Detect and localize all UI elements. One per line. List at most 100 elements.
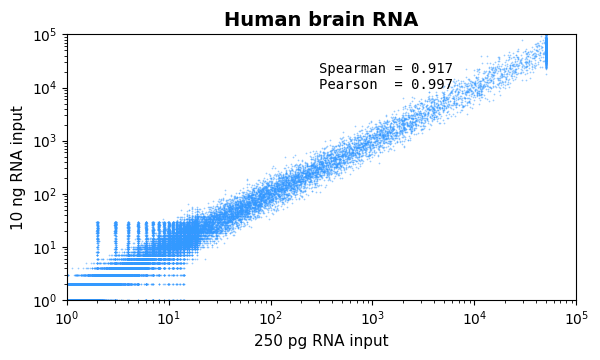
Point xyxy=(232,199,241,204)
Point xyxy=(112,297,121,303)
Point xyxy=(175,219,185,224)
Point xyxy=(159,244,169,250)
Point xyxy=(92,220,101,226)
Point xyxy=(62,297,71,303)
Point xyxy=(134,256,144,262)
Point xyxy=(196,233,205,239)
Point xyxy=(119,260,128,266)
Point xyxy=(192,216,202,222)
Point xyxy=(541,38,550,44)
Point xyxy=(460,84,469,89)
Point xyxy=(172,249,182,255)
Point xyxy=(124,265,133,271)
Point xyxy=(266,173,275,179)
Point xyxy=(106,281,116,287)
Point xyxy=(100,281,110,287)
Point xyxy=(179,244,188,250)
Point xyxy=(175,232,185,238)
Point xyxy=(448,106,458,112)
Point xyxy=(110,228,120,234)
Point xyxy=(64,297,73,303)
Point xyxy=(127,256,136,262)
Point xyxy=(407,119,417,125)
Point xyxy=(149,244,159,250)
Point xyxy=(199,230,208,236)
Point xyxy=(175,232,185,238)
Point xyxy=(167,297,177,303)
Point xyxy=(174,224,184,230)
Point xyxy=(176,224,186,230)
Point xyxy=(164,240,173,246)
Point xyxy=(119,272,128,278)
Point xyxy=(141,260,151,266)
Point xyxy=(263,183,273,188)
Point xyxy=(92,272,102,278)
Point xyxy=(228,205,238,211)
Point xyxy=(338,155,347,161)
Point xyxy=(73,297,82,303)
Point xyxy=(190,226,199,231)
Point xyxy=(541,49,550,54)
Point xyxy=(63,297,73,303)
Point xyxy=(172,236,182,242)
Point xyxy=(287,172,296,178)
Point xyxy=(67,297,77,303)
Point xyxy=(141,256,151,262)
Point xyxy=(113,281,123,287)
Point xyxy=(541,50,550,56)
Point xyxy=(192,216,202,222)
Point xyxy=(153,244,163,250)
Point xyxy=(203,216,213,222)
Point xyxy=(176,247,185,252)
Point xyxy=(168,226,178,231)
Point xyxy=(155,249,165,255)
Point xyxy=(187,222,197,228)
Point xyxy=(135,256,145,262)
Point xyxy=(163,260,172,266)
Point xyxy=(496,70,506,76)
Point xyxy=(203,232,213,238)
Point xyxy=(432,104,442,110)
Point xyxy=(242,206,252,212)
Point xyxy=(149,297,158,303)
Point xyxy=(541,46,550,52)
Point xyxy=(205,235,214,240)
Point xyxy=(326,158,335,163)
Point xyxy=(280,181,289,187)
Point xyxy=(150,249,160,255)
Point xyxy=(181,240,190,246)
Point xyxy=(123,252,133,258)
Point xyxy=(194,228,203,234)
Point xyxy=(111,281,121,287)
Point xyxy=(206,232,215,238)
Point xyxy=(97,297,107,303)
Point xyxy=(110,223,120,229)
Point xyxy=(199,238,209,244)
Point xyxy=(148,272,158,278)
Point xyxy=(148,220,158,226)
Point xyxy=(179,235,188,240)
Point xyxy=(175,240,185,246)
Point xyxy=(110,244,119,250)
Point xyxy=(226,211,235,217)
Point xyxy=(100,265,110,271)
Point xyxy=(236,216,246,221)
Point xyxy=(85,281,95,287)
Point xyxy=(348,162,358,167)
Point xyxy=(405,137,415,143)
Point xyxy=(179,249,188,255)
Point xyxy=(179,235,188,240)
Point xyxy=(217,218,226,224)
Point xyxy=(124,265,133,271)
Point xyxy=(124,265,133,271)
Point xyxy=(239,215,249,221)
Point xyxy=(182,249,191,255)
Point xyxy=(190,226,199,231)
Point xyxy=(111,272,121,278)
Point xyxy=(115,272,125,278)
Point xyxy=(95,281,105,287)
Point xyxy=(97,281,106,287)
Point xyxy=(129,256,139,262)
Point xyxy=(70,297,80,303)
Point xyxy=(160,249,169,255)
